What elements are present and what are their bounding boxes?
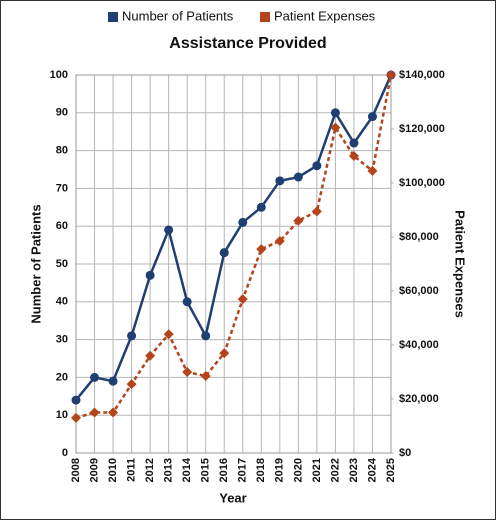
point: [89, 407, 100, 418]
x-tick-label: 2009: [88, 458, 100, 482]
point: [367, 165, 378, 176]
point: [349, 138, 359, 148]
x-tick-label: 2012: [144, 458, 156, 482]
y-tick-label: 0: [62, 447, 68, 459]
point: [182, 297, 192, 307]
x-tick-label: 2021: [311, 458, 323, 482]
y2-tick-label: $0: [399, 447, 411, 459]
point: [219, 348, 230, 359]
point: [182, 367, 193, 377]
chart-title: Assistance Provided: [169, 35, 326, 52]
point: [311, 206, 322, 217]
x-tick-label: 2022: [329, 458, 341, 482]
y-tick-label: 30: [56, 334, 68, 346]
point: [127, 331, 137, 341]
y2-tick-label: $80,000: [399, 231, 439, 243]
point: [201, 331, 211, 341]
x-tick-label: 2018: [255, 458, 267, 482]
point: [293, 172, 303, 182]
y-tick-label: 20: [56, 371, 68, 383]
point: [348, 151, 359, 161]
point: [386, 70, 396, 80]
point: [256, 244, 267, 255]
point: [238, 217, 248, 227]
x-tick-label: 2017: [237, 458, 249, 482]
point: [330, 108, 340, 118]
point: [163, 329, 174, 340]
y2-tick-label: $40,000: [399, 339, 439, 351]
point: [145, 350, 156, 361]
y-tick-label: 40: [56, 296, 68, 308]
x-tick-label: 2020: [292, 458, 304, 482]
legend-swatch: [260, 12, 270, 22]
point: [256, 202, 266, 212]
y2-tick-label: $20,000: [399, 393, 439, 405]
x-tick-label: 2025: [385, 458, 397, 482]
y-tick-label: 10: [56, 409, 68, 421]
y2-tick-label: $120,000: [399, 123, 445, 135]
y-tick-label: 70: [56, 182, 68, 194]
point: [71, 395, 81, 405]
plot-border: [75, 74, 392, 454]
series-line: [75, 74, 393, 420]
point: [145, 270, 155, 280]
y-tick-label: 80: [56, 145, 68, 157]
legend-label: Patient Expenses: [274, 8, 376, 23]
legend-label: Number of Patients: [122, 8, 234, 23]
y-tick-label: 90: [56, 107, 68, 119]
point: [108, 376, 118, 386]
x-tick-label: 2016: [218, 458, 230, 482]
y-axis-label: Number of Patients: [28, 204, 43, 323]
point: [90, 372, 100, 382]
y-tick-label: 60: [56, 220, 68, 232]
series-line: [75, 74, 393, 401]
point: [312, 161, 322, 171]
point: [164, 225, 174, 235]
point: [293, 215, 304, 226]
x-tick-label: 2019: [274, 458, 286, 482]
point: [71, 412, 81, 423]
x-tick-label: 2013: [163, 458, 175, 482]
x-tick-label: 2011: [125, 458, 137, 482]
x-tick-label: 2024: [366, 457, 378, 482]
y-tick-label: 100: [50, 69, 68, 81]
point: [108, 407, 119, 418]
x-tick-label: 2015: [200, 458, 212, 482]
y2-tick-label: $100,000: [399, 177, 445, 189]
point: [126, 379, 137, 390]
legend-swatch: [108, 12, 118, 22]
point: [219, 248, 229, 258]
point: [367, 112, 377, 122]
point: [275, 176, 285, 186]
point: [274, 236, 285, 247]
y2-tick-label: $60,000: [399, 285, 439, 297]
x-tick-label: 2023: [348, 458, 360, 482]
x-tick-label: 2008: [70, 458, 82, 482]
x-tick-label: 2010: [107, 458, 119, 482]
x-axis-label: Year: [219, 490, 246, 505]
y2-tick-label: $140,000: [399, 69, 445, 81]
point: [200, 371, 211, 382]
point: [237, 294, 248, 305]
x-tick-label: 2014: [181, 457, 193, 482]
y-tick-label: 50: [56, 258, 68, 270]
y2-axis-label: Patient Expenses: [453, 210, 468, 318]
point: [330, 122, 341, 133]
